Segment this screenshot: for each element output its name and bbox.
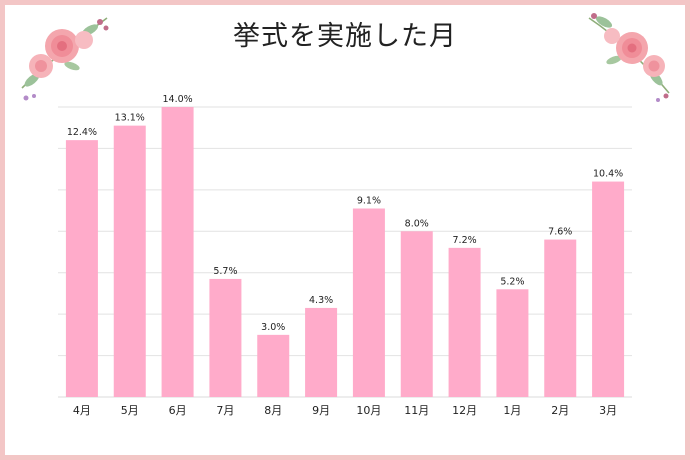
bar-8月	[257, 334, 290, 397]
bar-1月	[496, 289, 529, 397]
x-tick-label: 4月	[73, 404, 91, 417]
x-tick-label: 10月	[356, 404, 381, 417]
x-tick-label: 9月	[312, 404, 330, 417]
bar-6月	[161, 107, 194, 397]
rose-bouquet-icon	[21, 17, 109, 101]
bar-10月	[352, 208, 385, 397]
gridlines	[58, 106, 632, 398]
chart-title: 挙式を実施した月	[233, 21, 457, 52]
bar-4月	[65, 140, 98, 397]
data-label: 8.0%	[405, 218, 429, 229]
data-label: 5.7%	[213, 266, 237, 277]
data-label: 7.6%	[548, 227, 572, 238]
x-tick-label: 11月	[404, 404, 429, 417]
bar-3月	[592, 181, 625, 397]
bar-7月	[209, 278, 242, 397]
data-label: 12.4%	[67, 127, 97, 138]
x-tick-label: 7月	[216, 404, 234, 417]
bar-12月	[448, 247, 481, 397]
x-tick-label: 6月	[169, 404, 187, 417]
x-tick-label: 8月	[264, 404, 282, 417]
data-label: 5.2%	[500, 276, 524, 287]
bar-5月	[113, 125, 146, 398]
data-label: 9.1%	[357, 196, 381, 207]
data-label: 10.4%	[593, 169, 623, 180]
bar-11月	[400, 231, 433, 397]
x-tick-label: 1月	[503, 404, 521, 417]
x-tick-label: 5月	[121, 404, 139, 417]
x-tick-label: 2月	[551, 404, 569, 417]
data-label: 3.0%	[261, 322, 285, 333]
x-tick-label: 3月	[599, 404, 617, 417]
bar-9月	[305, 307, 338, 397]
data-label: 13.1%	[115, 113, 145, 124]
bar-2月	[544, 239, 577, 397]
x-tick-label: 12月	[452, 404, 477, 417]
data-label: 14.0%	[162, 94, 192, 105]
data-label: 7.2%	[453, 235, 477, 246]
rose-bouquet-icon	[588, 13, 670, 102]
data-label: 4.3%	[309, 295, 333, 306]
